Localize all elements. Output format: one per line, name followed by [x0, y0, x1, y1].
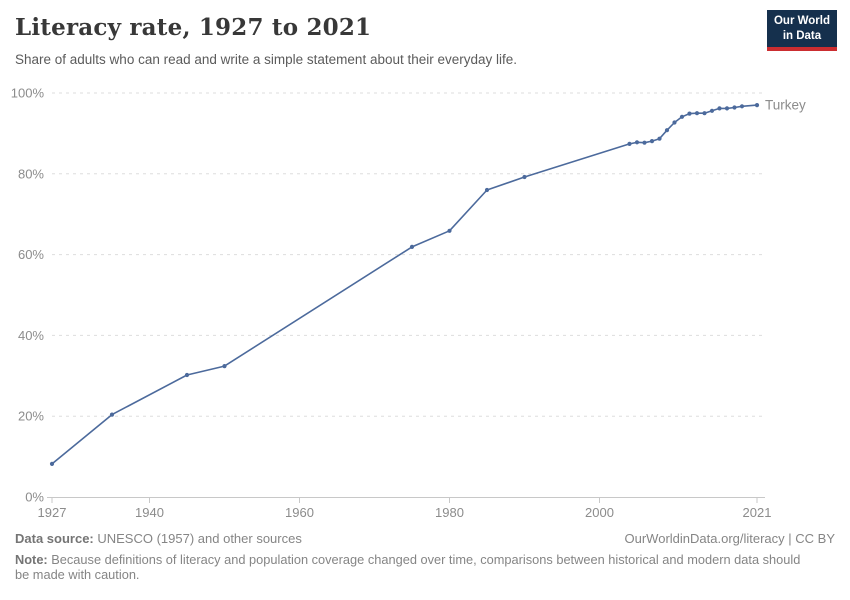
data-source: Data source: UNESCO (1957) and other sou… — [15, 531, 302, 546]
data-point[interactable] — [109, 412, 115, 417]
y-tick-label: 0% — [25, 490, 44, 505]
data-point[interactable] — [634, 140, 640, 145]
data-point[interactable] — [732, 105, 737, 110]
data-point[interactable] — [409, 244, 415, 249]
data-point[interactable] — [717, 106, 722, 111]
y-tick-label: 20% — [18, 409, 44, 424]
y-tick-label: 40% — [18, 328, 44, 343]
chart-footer: Data source: UNESCO (1957) and other sou… — [15, 531, 835, 546]
data-point[interactable] — [627, 141, 632, 146]
note-value: Because definitions of literacy and popu… — [15, 552, 801, 583]
data-point[interactable] — [724, 106, 730, 111]
data-point[interactable] — [687, 111, 692, 116]
owid-logo[interactable]: Our World in Data — [766, 10, 837, 51]
x-tick-label: 2000 — [585, 505, 614, 520]
data-point[interactable] — [657, 136, 662, 141]
data-point[interactable] — [642, 140, 647, 145]
data-source-label: Data source: — [15, 531, 94, 546]
owid-license-link[interactable]: OurWorldinData.org/literacy | CC BY — [624, 531, 835, 546]
x-tick-label: 1980 — [435, 505, 464, 520]
owid-logo-line1: Our World — [773, 15, 830, 27]
chart-subtitle: Share of adults who can read and write a… — [15, 52, 518, 67]
data-point[interactable] — [709, 108, 715, 113]
literacy-line[interactable] — [51, 104, 758, 465]
data-point[interactable] — [484, 187, 490, 193]
data-point[interactable] — [664, 128, 670, 133]
y-tick-label: 60% — [18, 247, 44, 262]
chart-header: Literacy rate, 1927 to 2021 Share of adu… — [0, 0, 850, 67]
data-point[interactable] — [754, 103, 760, 108]
chart-svg[interactable]: 0% 20% 40% 60% 80% 100% 1927 1940 1960 1980 2000 20… — [0, 85, 850, 535]
x-tick-label: 2021 — [743, 505, 772, 520]
data-point[interactable] — [649, 139, 655, 144]
data-point[interactable] — [522, 174, 527, 180]
y-tick-label: 100% — [11, 86, 45, 101]
y-tick-label: 80% — [18, 166, 44, 181]
data-point[interactable] — [672, 120, 677, 125]
license-link-wrap: OurWorldinData.org/literacy | CC BY — [625, 531, 835, 546]
data-point[interactable] — [679, 114, 685, 119]
page-title: Literacy rate, 1927 to 2021 — [15, 14, 372, 41]
note-label: Note: — [15, 552, 48, 567]
x-tick-label: 1927 — [38, 505, 67, 520]
data-point[interactable] — [447, 228, 452, 233]
data-point[interactable] — [739, 104, 745, 109]
chart-note: Note: Because definitions of literacy an… — [15, 552, 805, 583]
data-point[interactable] — [702, 111, 707, 116]
data-source-value: UNESCO (1957) and other sources — [93, 531, 302, 546]
x-tick-label: 1960 — [285, 505, 314, 520]
data-point[interactable] — [49, 461, 55, 466]
series-end-label[interactable]: Turkey — [765, 98, 806, 113]
data-point[interactable] — [222, 364, 227, 369]
data-point[interactable] — [694, 111, 700, 116]
owid-logo-line2: in Data — [782, 29, 822, 42]
x-tick-label: 1940 — [135, 505, 164, 520]
data-point[interactable] — [184, 372, 190, 378]
